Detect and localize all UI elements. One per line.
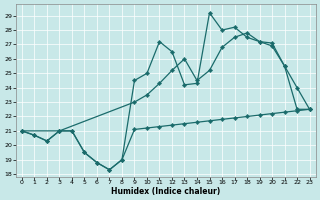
X-axis label: Humidex (Indice chaleur): Humidex (Indice chaleur) — [111, 187, 220, 196]
